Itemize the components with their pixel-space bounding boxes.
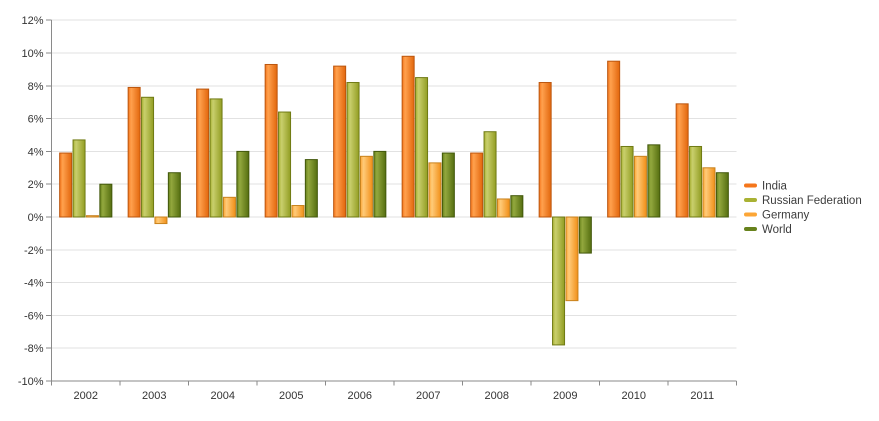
x-axis-label: 2005 (279, 390, 303, 402)
bar-germany-2008[interactable] (496, 198, 510, 218)
bar-germany-2006[interactable] (359, 155, 373, 218)
bar-india-2010[interactable] (607, 60, 621, 218)
y-axis: 12% 10% 8% 6% 4% 2% 0% -2% -4% -6% -8% -10% (18, 15, 52, 388)
x-axis: 2002 2003 2004 2005 2006 2007 2008 2009 2010 2011 (51, 381, 737, 402)
y-axis-label: -10% (18, 376, 44, 388)
bar-india-2003[interactable] (127, 86, 141, 218)
y-axis-label: -4% (24, 278, 44, 290)
legend-swatch-icon (744, 183, 757, 188)
bar-russian-federation-2006[interactable] (346, 82, 360, 218)
legend-item-world[interactable]: World (744, 224, 792, 236)
bar-germany-2005[interactable] (291, 205, 305, 218)
legend-item-germany[interactable]: Germany (744, 210, 810, 222)
legend-swatch-icon (744, 227, 757, 231)
y-axis-label: 6% (28, 114, 44, 126)
legend-label: India (762, 181, 788, 193)
bar-world-2003[interactable] (167, 172, 181, 218)
legend: India Russian Federation Germany World (744, 181, 862, 236)
x-axis-label: 2006 (348, 390, 372, 402)
bar-world-2007[interactable] (441, 152, 455, 218)
legend-swatch-icon (744, 198, 757, 202)
legend-swatch-icon (744, 212, 757, 217)
bar-world-2004[interactable] (236, 150, 250, 218)
bar-india-2009[interactable] (538, 82, 552, 218)
bar-india-2006[interactable] (333, 65, 347, 218)
x-axis-label: 2004 (211, 390, 235, 402)
bar-world-2009[interactable] (578, 216, 592, 254)
y-axis-label: 12% (21, 15, 43, 27)
bar-world-2008[interactable] (510, 195, 524, 218)
bar-germany-2010[interactable] (633, 155, 647, 218)
axes (51, 20, 737, 382)
bar-germany-2007[interactable] (428, 162, 442, 218)
legend-label: Germany (762, 210, 810, 222)
bar-india-2005[interactable] (264, 63, 278, 218)
y-axis-label: 4% (28, 146, 44, 158)
bar-russian-federation-2010[interactable] (620, 145, 634, 218)
bar-world-2002[interactable] (99, 183, 113, 218)
bar-germany-2002[interactable] (85, 215, 99, 218)
x-axis-label: 2002 (74, 390, 98, 402)
y-axis-label: -6% (24, 310, 44, 322)
bar-russian-federation-2008[interactable] (483, 131, 497, 218)
bar-russian-federation-2005[interactable] (278, 111, 292, 218)
legend-label: Russian Federation (762, 195, 862, 207)
y-axis-label: 10% (21, 48, 43, 60)
bar-world-2010[interactable] (647, 144, 661, 218)
legend-label: World (762, 224, 792, 236)
bar-germany-2004[interactable] (222, 196, 236, 218)
x-axis-label: 2007 (416, 390, 440, 402)
bar-russian-federation-2004[interactable] (209, 98, 223, 218)
bar-india-2008[interactable] (470, 152, 484, 218)
y-axis-label: 8% (28, 81, 44, 93)
bar-germany-2003[interactable] (154, 216, 168, 225)
bar-russian-federation-2002[interactable] (72, 139, 86, 218)
y-axis-label: -8% (24, 343, 44, 355)
bar-germany-2009[interactable] (565, 216, 579, 302)
bar-world-2006[interactable] (373, 150, 387, 218)
legend-item-russian-federation[interactable]: Russian Federation (744, 195, 862, 207)
x-axis-label: 2010 (622, 390, 646, 402)
bar-india-2011[interactable] (675, 103, 689, 218)
bar-russian-federation-2009[interactable] (552, 216, 566, 346)
x-axis-label: 2008 (485, 390, 509, 402)
bars (59, 55, 729, 346)
bar-india-2004[interactable] (196, 88, 210, 218)
bar-world-2005[interactable] (304, 159, 318, 218)
y-axis-label: 2% (28, 179, 44, 191)
bar-india-2007[interactable] (401, 55, 415, 218)
bar-india-2002[interactable] (59, 152, 73, 218)
y-axis-label: -2% (24, 245, 44, 257)
gridlines (51, 19, 737, 382)
bar-russian-federation-2003[interactable] (141, 96, 155, 218)
x-axis-label: 2009 (553, 390, 577, 402)
legend-item-india[interactable]: India (744, 181, 788, 193)
bar-germany-2011[interactable] (702, 167, 716, 218)
bar-russian-federation-2011[interactable] (689, 145, 703, 218)
x-axis-label: 2011 (690, 390, 714, 402)
x-axis-label: 2003 (142, 390, 166, 402)
bar-russian-federation-2007[interactable] (415, 77, 429, 218)
bar-world-2011[interactable] (715, 172, 729, 218)
y-axis-label: 0% (28, 212, 44, 224)
